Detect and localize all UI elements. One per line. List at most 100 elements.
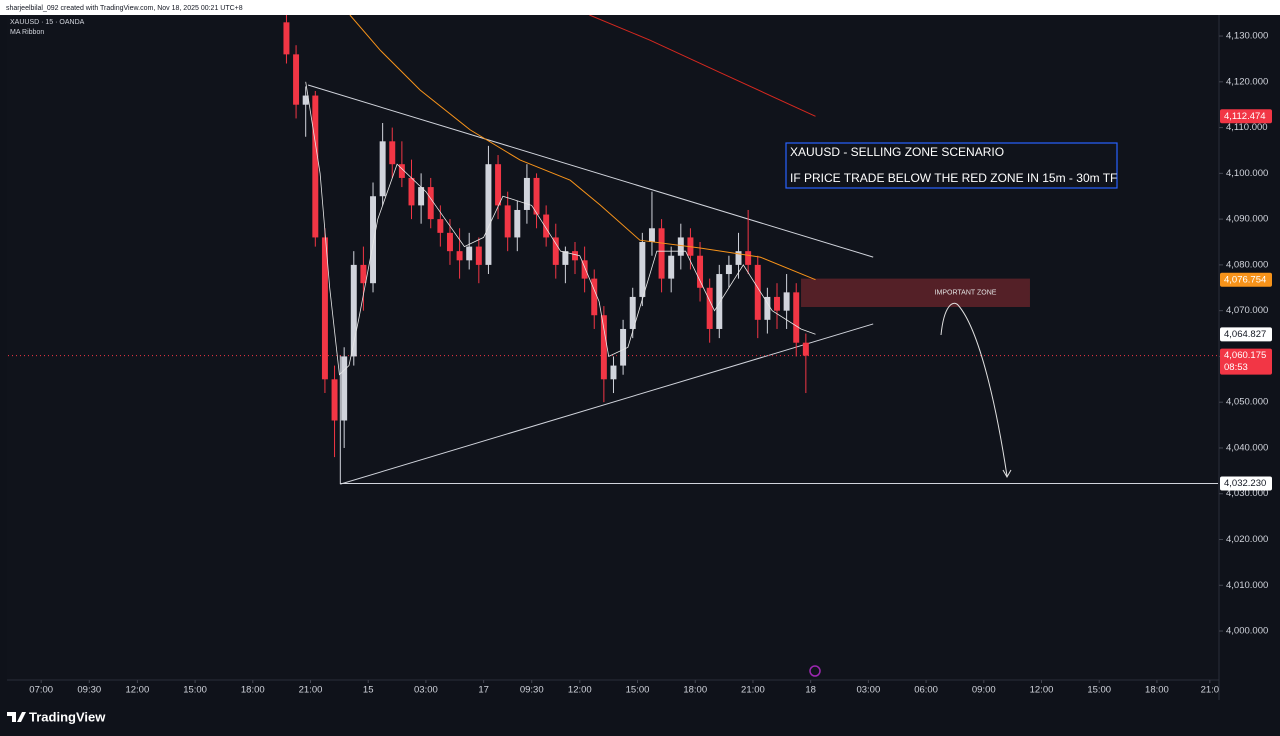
last-price-tag	[1220, 348, 1272, 375]
y-tick-label: 4,050.000	[1226, 397, 1268, 408]
candle-body	[716, 274, 723, 329]
candle-body	[350, 264, 357, 357]
x-tick-label: 03:00	[856, 685, 880, 696]
candle-body	[668, 255, 675, 279]
candle-body	[725, 264, 732, 275]
y-tick-label: 4,030.000	[1226, 488, 1268, 499]
x-tick-label: 21:0	[1201, 685, 1220, 696]
x-tick-label: 12:00	[1030, 685, 1054, 696]
x-tick-label: 06:00	[914, 685, 938, 696]
note-line: XAUUSD - SELLING ZONE SCENARIO	[790, 145, 1004, 159]
x-tick-label: 18:00	[241, 685, 265, 696]
ma-line	[349, 15, 816, 281]
candle-body	[360, 264, 367, 284]
logo: TradingView	[7, 709, 106, 724]
y-tick-label: 4,110.000	[1226, 122, 1268, 133]
candle-body	[572, 251, 578, 261]
x-tick-label: 18:00	[1145, 685, 1169, 696]
plot	[8, 15, 1218, 485]
y-tick-label: 4,070.000	[1226, 305, 1268, 316]
ma-line	[305, 81, 816, 376]
candle-body	[485, 164, 492, 265]
credit: sharjeelbilal_092 created with TradingVi…	[6, 5, 243, 12]
ma-price-tag-label: 4,112.474	[1224, 111, 1266, 122]
logo-mark	[7, 712, 26, 722]
candle-body	[283, 22, 290, 55]
x-tick-label: 15:00	[1087, 685, 1111, 696]
countdown: 08:53	[1224, 362, 1248, 373]
candle-body	[456, 251, 463, 261]
zone-label: IMPORTANT ZONE	[935, 290, 997, 297]
candle-body	[745, 251, 752, 265]
arrow-head	[1002, 469, 1012, 479]
x-tick-label: 15	[363, 685, 374, 696]
candle-body	[514, 209, 521, 238]
ma-line	[589, 15, 816, 117]
candle-body	[466, 246, 473, 261]
candle-body	[793, 292, 800, 343]
candle-body	[408, 177, 415, 206]
plot-area	[7, 15, 1219, 680]
x-tick-label: 09:30	[77, 685, 101, 696]
candle-body	[658, 228, 665, 279]
candle-body	[600, 315, 607, 380]
event-icon[interactable]	[809, 665, 821, 677]
y-tick-label: 4,100.000	[1226, 168, 1268, 179]
candle-body	[552, 237, 559, 265]
indicator: MA Ribbon	[10, 29, 44, 36]
candle-body	[639, 242, 646, 297]
candle-body	[321, 237, 328, 380]
layers: 4,130.000 4,120.000 4,110.000 4,100.000 4,09…	[8, 15, 1272, 696]
candle-body	[475, 246, 482, 265]
candle-body	[543, 214, 550, 238]
candle-body	[370, 196, 377, 284]
note-line: IF PRICE TRADE BELOW THE RED ZONE IN 15m…	[790, 171, 1117, 185]
candle-body	[523, 177, 530, 210]
y-tick-label: 4,000.000	[1226, 626, 1268, 637]
candle-body	[389, 141, 396, 165]
candle-body	[341, 356, 348, 421]
candle-body	[398, 164, 405, 178]
y-tick-label: 4,090.000	[1226, 214, 1268, 225]
zone	[801, 278, 1030, 307]
candle-body	[581, 260, 588, 279]
y-tick-label: 4,010.000	[1226, 580, 1268, 591]
candle-body	[591, 278, 598, 316]
candle-body	[610, 365, 617, 380]
y-tick-label: 4,080.000	[1226, 259, 1268, 270]
y-tick-label: 4,120.000	[1226, 76, 1268, 87]
candle-body	[802, 342, 809, 356]
ma-price-tag-label: 4,064.827	[1224, 329, 1266, 340]
x-tick-label: 15:00	[183, 685, 207, 696]
candle-body	[697, 255, 704, 288]
symbol: XAUUSD · 15 · OANDA	[10, 19, 85, 26]
y-tick-label: 4,020.000	[1226, 534, 1268, 545]
last-price-label: 4,060.175	[1224, 350, 1266, 361]
candle-body	[446, 232, 453, 252]
candle-body	[620, 328, 627, 366]
candle-body	[427, 187, 434, 220]
header-bar	[0, 0, 1280, 15]
x-tick-label: 12:00	[568, 685, 592, 696]
ma-price-tag	[1220, 272, 1272, 287]
candle-body	[562, 251, 569, 265]
candle-body	[648, 228, 655, 243]
level-tag	[1220, 476, 1272, 491]
trendline	[340, 323, 874, 485]
candle-body	[764, 296, 771, 320]
x-tick-label: 18	[805, 685, 816, 696]
ma-price-tag	[1220, 327, 1272, 342]
candle-body	[629, 296, 636, 329]
candle-body	[312, 95, 319, 238]
candle-body	[504, 205, 511, 238]
candle-body	[754, 264, 761, 320]
candle-body	[331, 379, 338, 421]
candle-body	[677, 237, 684, 256]
arrow	[940, 302, 1008, 477]
candle-body	[437, 219, 444, 233]
y-tick-label: 4,130.000	[1226, 31, 1268, 42]
x-tick-label: 07:00	[29, 685, 53, 696]
x-tick-label: 18:00	[683, 685, 707, 696]
